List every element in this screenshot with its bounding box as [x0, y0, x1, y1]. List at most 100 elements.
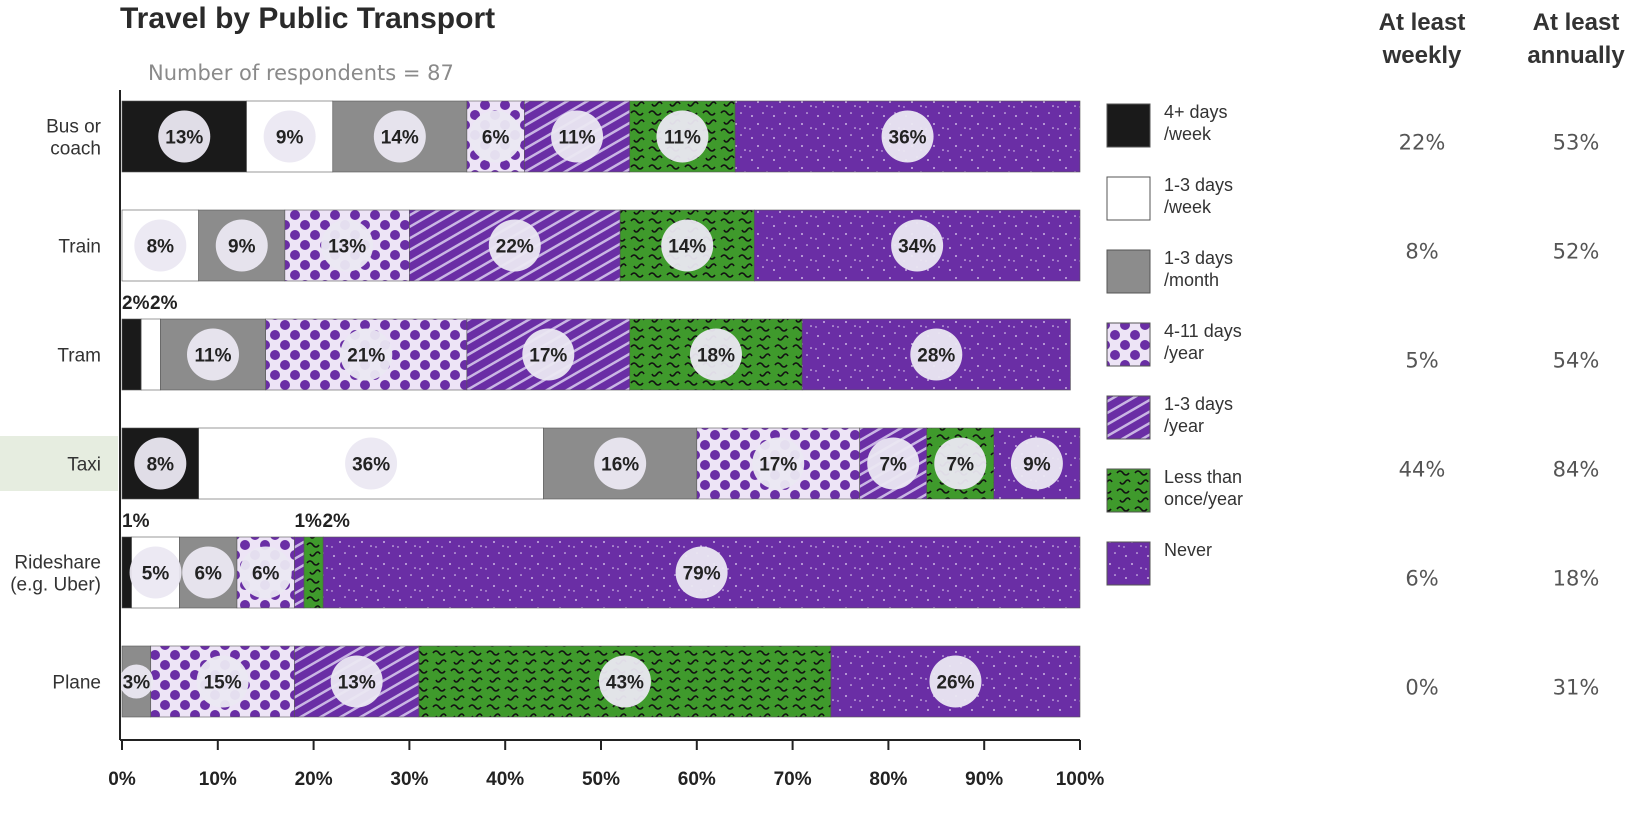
- data-label: 6%: [252, 564, 280, 585]
- x-axis: 0% 10% 20% 30% 40% 50% 60% 70% 80% 90% 100%: [108, 90, 1104, 790]
- data-label: 6%: [482, 128, 510, 149]
- data-label: 17%: [759, 455, 797, 476]
- data-label: 22%: [496, 237, 534, 258]
- legend-swatch: [1106, 468, 1151, 513]
- legend-label: 1-3 days: [1164, 248, 1233, 268]
- highlight-taxi-row: [0, 436, 118, 491]
- data-label-badge: [934, 437, 987, 490]
- summary-value: 31%: [1553, 676, 1600, 700]
- data-label-badge: [239, 546, 292, 599]
- summary-column-header: At least: [1533, 9, 1620, 36]
- legend-label: 1-3 days: [1164, 175, 1233, 195]
- legend-swatch: [1106, 249, 1151, 294]
- data-label: 8%: [147, 455, 175, 476]
- legend-label: 4+ days: [1164, 102, 1228, 122]
- data-label: 11%: [195, 346, 232, 367]
- data-label-outside: 1%: [294, 511, 322, 532]
- data-label-badge: [330, 655, 383, 708]
- data-label-badge: [594, 437, 647, 490]
- category-label: Train: [58, 237, 101, 258]
- data-label-badge: [373, 110, 426, 163]
- x-tick-label: 10%: [199, 769, 237, 790]
- data-label-badge: [263, 110, 316, 163]
- legend-swatch: [1106, 395, 1151, 440]
- data-label-badge: [598, 655, 651, 708]
- data-label: 6%: [194, 564, 222, 585]
- x-tick-label: 0%: [108, 769, 136, 790]
- category-label: Plane: [52, 673, 101, 694]
- chart-title: Travel by Public Transport: [120, 2, 495, 35]
- summary-value: 22%: [1399, 131, 1446, 155]
- x-tick-label: 40%: [486, 769, 524, 790]
- data-label: 26%: [936, 673, 974, 694]
- data-label-badge: [134, 219, 187, 272]
- data-label: 11%: [664, 128, 701, 149]
- data-label: 36%: [352, 455, 390, 476]
- data-label: 18%: [697, 346, 735, 367]
- data-label: 14%: [668, 237, 706, 258]
- data-label: 7%: [879, 455, 907, 476]
- data-label-badge: [321, 219, 374, 272]
- data-label: 79%: [683, 564, 721, 585]
- legend-swatch: [1106, 541, 1151, 586]
- data-label: 17%: [529, 346, 567, 367]
- data-labels-group: 13% 9% 14% 6% 11% 11% 36% 8% 9% 13% 22% 14% 34% 11% 21…: [119, 110, 1063, 708]
- data-label: 13%: [328, 237, 366, 258]
- legend-label: /year: [1164, 343, 1204, 363]
- data-label: 28%: [917, 346, 955, 367]
- data-label-badge: [522, 328, 575, 381]
- summary-value: 18%: [1553, 567, 1600, 591]
- chart-subtitle: Number of respondents = 87: [148, 61, 454, 85]
- data-label: 8%: [147, 237, 175, 258]
- data-label: 21%: [347, 346, 385, 367]
- data-label-badge: [661, 219, 714, 272]
- data-label-badge: [929, 655, 982, 708]
- data-label-badge: [340, 328, 393, 381]
- data-label-badge: [187, 328, 240, 381]
- bar-segment: [121, 318, 142, 391]
- summary-column-header: At least: [1379, 9, 1466, 36]
- data-label: 3%: [123, 673, 151, 694]
- data-label: 15%: [204, 673, 242, 694]
- data-label-badge: [134, 437, 187, 490]
- data-label: 13%: [165, 128, 203, 149]
- data-label-badge: [867, 437, 920, 490]
- data-label-outside: 2%: [150, 293, 178, 314]
- bar-segment: [303, 536, 324, 609]
- category-label: (e.g. Uber): [10, 575, 101, 596]
- data-label-badge: [656, 110, 709, 163]
- legend-swatch: [1106, 322, 1151, 367]
- data-label-outside: 2%: [322, 511, 350, 532]
- data-label-outside: 1%: [122, 511, 150, 532]
- x-tick-label: 60%: [678, 769, 716, 790]
- data-label-badge: [1010, 437, 1063, 490]
- x-tick-label: 30%: [390, 769, 428, 790]
- data-label-badge: [891, 219, 944, 272]
- data-label-badge: [158, 110, 211, 163]
- summary-value: 6%: [1405, 567, 1438, 591]
- summary-value: 44%: [1399, 458, 1446, 482]
- data-label-badge: [551, 110, 604, 163]
- data-label: 9%: [276, 128, 304, 149]
- data-label-badge: [469, 110, 522, 163]
- x-tick-label: 100%: [1056, 769, 1105, 790]
- summary-value: 8%: [1405, 240, 1438, 264]
- data-label-badge: [215, 219, 268, 272]
- x-tick-label: 70%: [774, 769, 812, 790]
- summary-table: At least weekly 22% 8% 5% 44% 6% 0% At least annu…: [1379, 9, 1626, 700]
- legend-swatch: [1106, 103, 1151, 148]
- data-label-badge: [129, 546, 182, 599]
- legend-label: /month: [1164, 270, 1219, 290]
- data-label: 7%: [947, 455, 975, 476]
- summary-value: 84%: [1553, 458, 1600, 482]
- data-label-badge: [345, 437, 398, 490]
- data-label: 5%: [142, 564, 170, 585]
- legend-label: Never: [1164, 540, 1212, 560]
- legend-label: /week: [1164, 124, 1212, 144]
- data-label: 43%: [606, 673, 644, 694]
- data-label: 14%: [381, 128, 419, 149]
- category-label: Taxi: [67, 455, 101, 476]
